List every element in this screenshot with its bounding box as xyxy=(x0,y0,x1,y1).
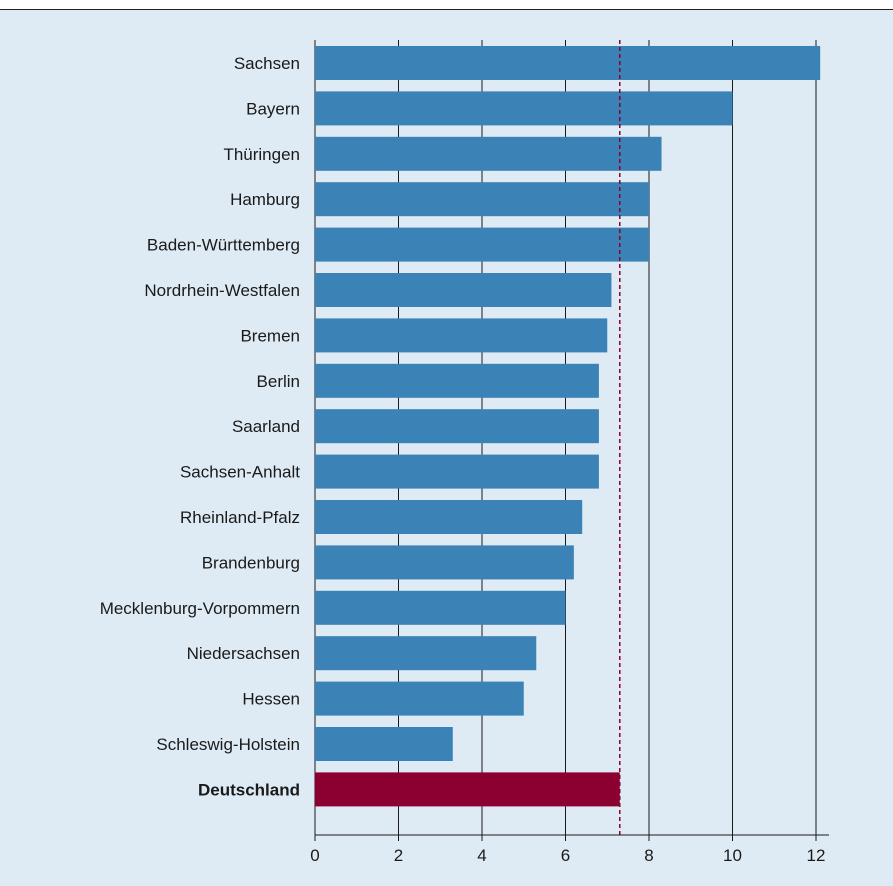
category-label: Rheinland-Pfalz xyxy=(180,508,300,527)
category-label: Baden-Württemberg xyxy=(147,236,300,255)
category-label: Nordrhein-Westfalen xyxy=(144,281,300,300)
bar-saarland xyxy=(315,409,599,444)
bar-sachsen-anhalt xyxy=(315,454,599,489)
x-tick-label: 6 xyxy=(561,846,570,865)
category-label: Brandenburg xyxy=(202,553,300,572)
category-label: Sachsen xyxy=(234,54,300,73)
x-tick-label: 12 xyxy=(807,846,826,865)
category-label: Mecklenburg-Vorpommern xyxy=(100,599,300,618)
x-tick-label: 4 xyxy=(477,846,486,865)
category-label: Hamburg xyxy=(230,190,300,209)
bar-berlin xyxy=(315,363,599,398)
category-label: Schleswig-Holstein xyxy=(156,735,300,754)
bar-hamburg xyxy=(315,182,649,217)
category-label: Bayern xyxy=(246,99,300,118)
x-axis: 0 2 4 6 8 10 12 xyxy=(310,834,829,865)
x-tick-label: 0 xyxy=(310,846,319,865)
x-tick-label: 8 xyxy=(644,846,653,865)
bar-thüringen xyxy=(315,136,662,171)
bar-sachsen xyxy=(315,46,821,80)
bars xyxy=(315,46,821,807)
category-label: Berlin xyxy=(257,372,300,391)
category-label: Hessen xyxy=(242,690,300,709)
bar-schleswig-holstein xyxy=(315,727,453,761)
bar-bremen xyxy=(315,318,608,353)
bar-hessen xyxy=(315,681,524,716)
bar-mecklenburg-vorpommern xyxy=(315,590,566,625)
category-label: Thüringen xyxy=(223,145,300,164)
category-labels: Sachsen Bayern Thüringen Hamburg Baden-Württ… xyxy=(100,54,301,799)
bar-nordrhein-westfalen xyxy=(315,273,612,307)
x-tick-label: 10 xyxy=(723,846,742,865)
bar-rheinland-pfalz xyxy=(315,500,583,534)
category-label: Niedersachsen xyxy=(187,644,300,663)
category-label: Saarland xyxy=(232,417,300,436)
bar-niedersachsen xyxy=(315,636,537,671)
bar-brandenburg xyxy=(315,545,574,580)
bar-deutschland xyxy=(315,772,620,807)
category-label: Sachsen-Anhalt xyxy=(180,463,300,482)
top-divider-line xyxy=(0,9,893,10)
x-tick-label: 2 xyxy=(394,846,403,865)
category-label: Bremen xyxy=(240,326,300,345)
bar-bayern xyxy=(315,91,733,126)
category-label: Deutschland xyxy=(198,780,300,799)
bar-baden-württemberg xyxy=(315,227,649,262)
